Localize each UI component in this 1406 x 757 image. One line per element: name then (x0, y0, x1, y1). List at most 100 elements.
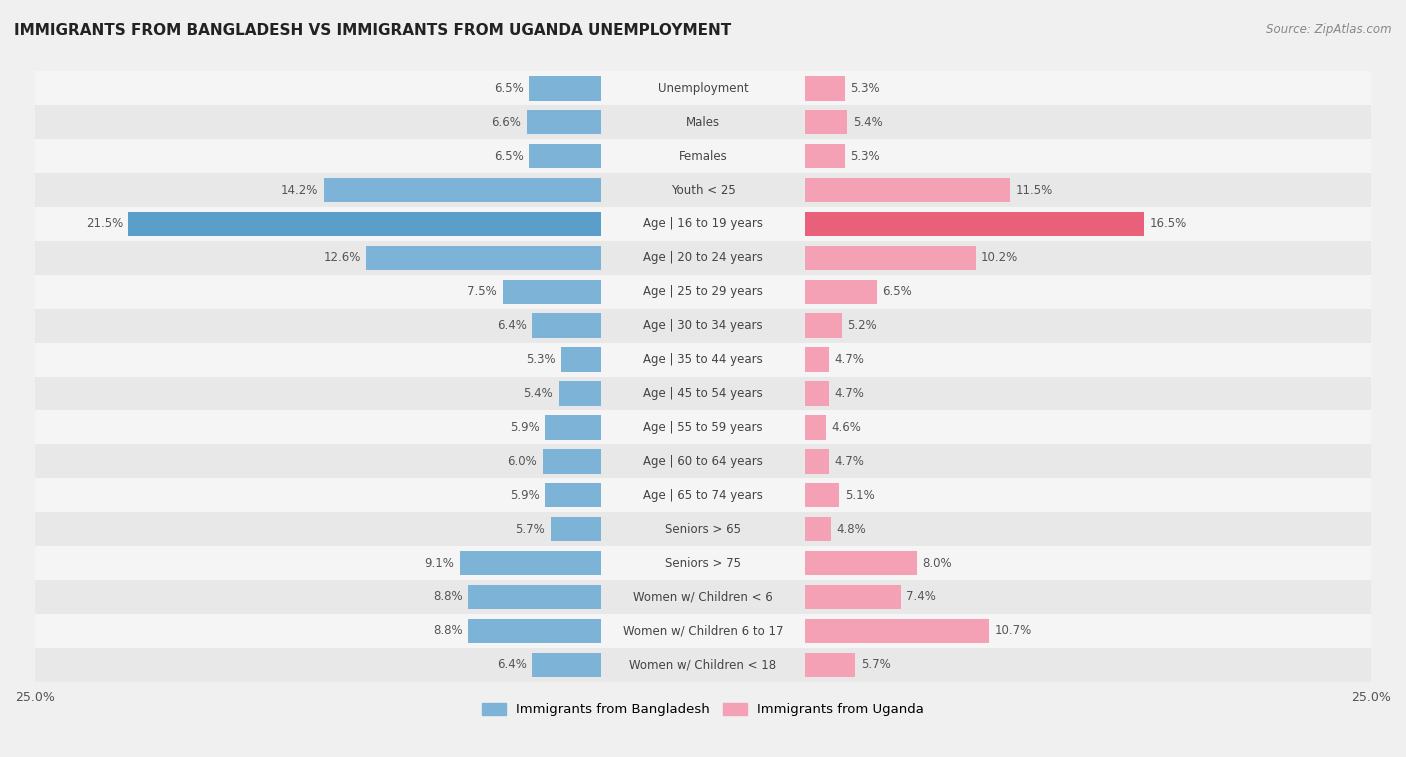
Text: 5.7%: 5.7% (860, 659, 890, 671)
Bar (128, 212, 602, 236)
Text: 4.7%: 4.7% (834, 387, 863, 400)
Text: 5.3%: 5.3% (851, 82, 880, 95)
Bar (804, 246, 976, 270)
Text: Age | 30 to 34 years: Age | 30 to 34 years (643, 319, 763, 332)
Bar (558, 382, 602, 406)
Bar (502, 279, 602, 304)
Text: Males: Males (686, 116, 720, 129)
Bar (561, 347, 602, 372)
Text: 6.5%: 6.5% (495, 82, 524, 95)
Text: Women w/ Children 6 to 17: Women w/ Children 6 to 17 (623, 625, 783, 637)
Text: 4.7%: 4.7% (834, 455, 863, 468)
Text: Age | 16 to 19 years: Age | 16 to 19 years (643, 217, 763, 230)
Bar (367, 246, 602, 270)
Text: 5.9%: 5.9% (510, 489, 540, 502)
Bar (35, 444, 1371, 478)
Text: Females: Females (679, 150, 727, 163)
Text: 6.4%: 6.4% (496, 659, 527, 671)
Bar (529, 144, 602, 168)
Bar (804, 483, 839, 507)
Bar (804, 347, 828, 372)
Text: Age | 20 to 24 years: Age | 20 to 24 years (643, 251, 763, 264)
Bar (804, 584, 901, 609)
Bar (546, 415, 602, 440)
Bar (804, 449, 828, 474)
Text: 9.1%: 9.1% (425, 556, 454, 569)
Text: 5.4%: 5.4% (852, 116, 883, 129)
Text: Youth < 25: Youth < 25 (671, 183, 735, 197)
Text: 7.4%: 7.4% (905, 590, 936, 603)
Bar (35, 580, 1371, 614)
Bar (35, 71, 1371, 105)
Text: Seniors > 65: Seniors > 65 (665, 522, 741, 536)
Text: Age | 25 to 29 years: Age | 25 to 29 years (643, 285, 763, 298)
Text: 4.8%: 4.8% (837, 522, 866, 536)
Text: 6.0%: 6.0% (508, 455, 537, 468)
Text: Age | 35 to 44 years: Age | 35 to 44 years (643, 353, 763, 366)
Bar (804, 76, 845, 101)
Bar (35, 512, 1371, 546)
Bar (35, 478, 1371, 512)
Text: 4.6%: 4.6% (831, 421, 860, 434)
Text: 5.1%: 5.1% (845, 489, 875, 502)
Text: 8.8%: 8.8% (433, 590, 463, 603)
Bar (804, 313, 842, 338)
Text: 5.4%: 5.4% (523, 387, 554, 400)
Text: 12.6%: 12.6% (323, 251, 361, 264)
Bar (804, 279, 877, 304)
Text: 6.5%: 6.5% (495, 150, 524, 163)
Bar (543, 449, 602, 474)
Bar (804, 517, 831, 541)
Text: Age | 65 to 74 years: Age | 65 to 74 years (643, 489, 763, 502)
Text: Women w/ Children < 18: Women w/ Children < 18 (630, 659, 776, 671)
Bar (35, 139, 1371, 173)
Text: 14.2%: 14.2% (281, 183, 318, 197)
Bar (35, 376, 1371, 410)
Legend: Immigrants from Bangladesh, Immigrants from Uganda: Immigrants from Bangladesh, Immigrants f… (477, 698, 929, 721)
Text: Women w/ Children < 6: Women w/ Children < 6 (633, 590, 773, 603)
Text: 6.4%: 6.4% (496, 319, 527, 332)
Text: 8.0%: 8.0% (922, 556, 952, 569)
Text: Seniors > 75: Seniors > 75 (665, 556, 741, 569)
Bar (804, 144, 845, 168)
Bar (804, 618, 988, 643)
Bar (527, 110, 602, 135)
Text: Age | 60 to 64 years: Age | 60 to 64 years (643, 455, 763, 468)
Text: 5.3%: 5.3% (526, 353, 555, 366)
Text: 10.7%: 10.7% (994, 625, 1032, 637)
Bar (35, 309, 1371, 343)
Bar (35, 546, 1371, 580)
Bar (804, 415, 825, 440)
Bar (804, 382, 828, 406)
Bar (551, 517, 602, 541)
Text: 21.5%: 21.5% (86, 217, 124, 230)
Text: Unemployment: Unemployment (658, 82, 748, 95)
Text: Source: ZipAtlas.com: Source: ZipAtlas.com (1267, 23, 1392, 36)
Text: 4.7%: 4.7% (834, 353, 863, 366)
Bar (35, 207, 1371, 241)
Bar (35, 343, 1371, 376)
Bar (529, 76, 602, 101)
Text: 5.3%: 5.3% (851, 150, 880, 163)
Bar (468, 584, 602, 609)
Bar (35, 410, 1371, 444)
Bar (323, 178, 602, 202)
Bar (468, 618, 602, 643)
Bar (531, 653, 602, 677)
Text: 10.2%: 10.2% (981, 251, 1018, 264)
Text: 5.9%: 5.9% (510, 421, 540, 434)
Bar (35, 275, 1371, 309)
Bar (804, 110, 848, 135)
Bar (531, 313, 602, 338)
Text: IMMIGRANTS FROM BANGLADESH VS IMMIGRANTS FROM UGANDA UNEMPLOYMENT: IMMIGRANTS FROM BANGLADESH VS IMMIGRANTS… (14, 23, 731, 38)
Text: 6.6%: 6.6% (492, 116, 522, 129)
Text: 7.5%: 7.5% (467, 285, 498, 298)
Bar (35, 241, 1371, 275)
Text: 16.5%: 16.5% (1149, 217, 1187, 230)
Bar (35, 173, 1371, 207)
Text: Age | 55 to 59 years: Age | 55 to 59 years (643, 421, 763, 434)
Bar (804, 653, 855, 677)
Bar (804, 212, 1144, 236)
Bar (804, 551, 917, 575)
Text: Age | 45 to 54 years: Age | 45 to 54 years (643, 387, 763, 400)
